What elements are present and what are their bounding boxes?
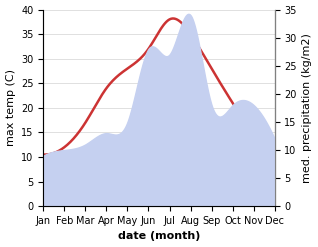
Y-axis label: max temp (C): max temp (C) bbox=[5, 69, 16, 146]
X-axis label: date (month): date (month) bbox=[118, 231, 200, 242]
Y-axis label: med. precipitation (kg/m2): med. precipitation (kg/m2) bbox=[302, 33, 313, 183]
